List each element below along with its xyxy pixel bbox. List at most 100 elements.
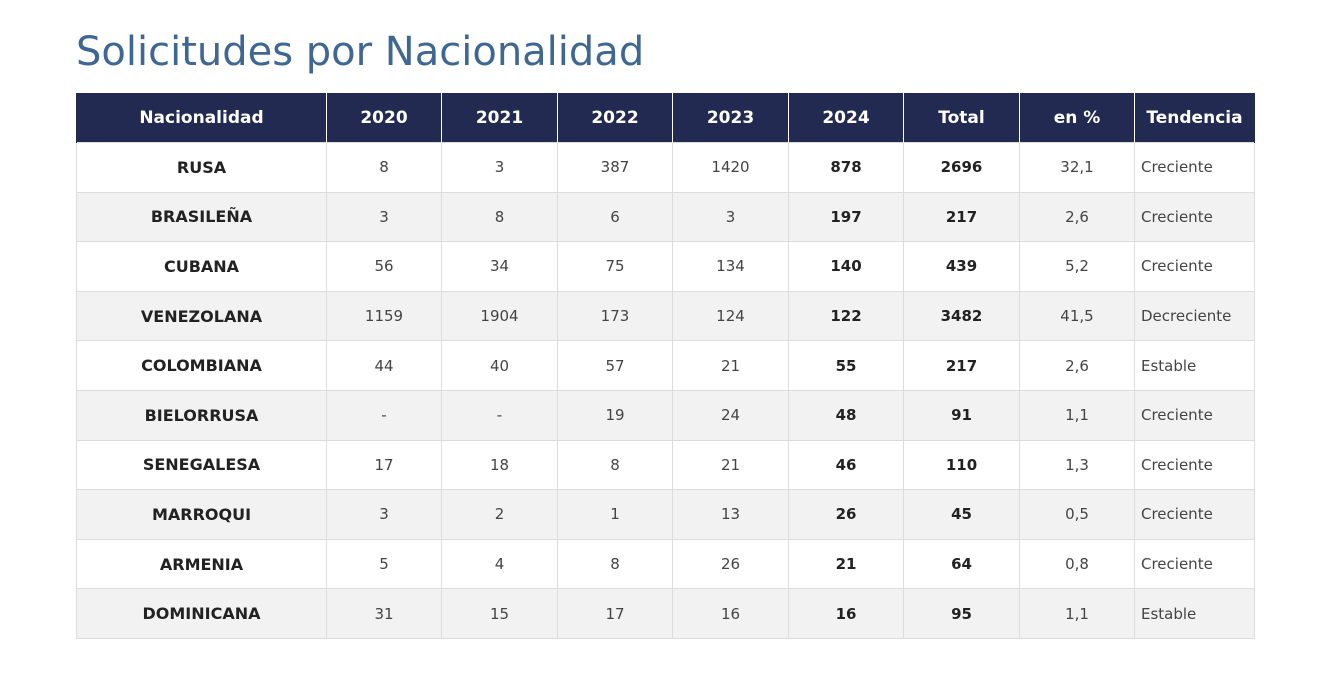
page-title: Solicitudes por Nacionalidad (76, 29, 645, 75)
cell-tendencia: Estable (1134, 588, 1255, 639)
table-body: RUSA 8 3 387 1420 878 2696 32,1 Creciente BRASILE… (76, 142, 1255, 639)
cell-percent: 2,6 (1019, 191, 1135, 243)
cell-2020: 5 (326, 538, 442, 590)
table-row: VENEZOLANA 1159 1904 173 124 122 3482 41,5 Decre… (76, 290, 1255, 342)
cell-2023: 24 (672, 389, 789, 441)
cell-2022: 173 (557, 290, 673, 342)
cell-2021: 2 (441, 489, 558, 540)
cell-2021: 8 (441, 191, 558, 243)
nationality-table: Nacionalidad 2020 2021 2022 2023 2024 To… (76, 93, 1255, 639)
cell-2023: 16 (672, 588, 789, 639)
cell-nacionalidad: VENEZOLANA (76, 290, 327, 342)
header-2021: 2021 (441, 93, 558, 143)
cell-percent: 0,5 (1019, 489, 1135, 540)
cell-total: 64 (903, 538, 1020, 590)
header-2024: 2024 (788, 93, 904, 143)
cell-2024: 26 (788, 489, 904, 540)
header-percent: en % (1019, 93, 1135, 143)
table-row: COLOMBIANA 44 40 57 21 55 217 2,6 Estable (76, 340, 1255, 391)
cell-tendencia: Creciente (1134, 489, 1255, 540)
table-row: SENEGALESA 17 18 8 21 46 110 1,3 Creciente (76, 439, 1255, 491)
cell-total: 439 (903, 241, 1020, 292)
cell-percent: 1,3 (1019, 439, 1135, 491)
cell-2022: 1 (557, 489, 673, 540)
cell-2021: 1904 (441, 290, 558, 342)
table-row: BIELORRUSA - -19 24 48 91 1,1 Creciente (76, 389, 1255, 441)
header-2022: 2022 (557, 93, 673, 143)
cell-tendencia: Decreciente (1134, 290, 1255, 342)
cell-2024: 122 (788, 290, 904, 342)
cell-total: 45 (903, 489, 1020, 540)
cell-2023: 124 (672, 290, 789, 342)
header-nacionalidad: Nacionalidad (76, 93, 327, 143)
cell-2020: 3 (326, 489, 442, 540)
cell-total: 95 (903, 588, 1020, 639)
cell-2020: 1159 (326, 290, 442, 342)
cell-2020: 56 (326, 241, 442, 292)
cell-tendencia: Estable (1134, 340, 1255, 391)
cell-percent: 32,1 (1019, 142, 1135, 193)
cell-2021: 34 (441, 241, 558, 292)
cell-2023: 21 (672, 340, 789, 391)
cell-percent: 1,1 (1019, 588, 1135, 639)
cell-2023: 134 (672, 241, 789, 292)
cell-nacionalidad: BIELORRUSA (76, 389, 327, 441)
cell-tendencia: Creciente (1134, 439, 1255, 491)
cell-tendencia: Creciente (1134, 389, 1255, 441)
cell-2021: 40 (441, 340, 558, 391)
cell-nacionalidad: COLOMBIANA (76, 340, 327, 391)
cell-2022: 57 (557, 340, 673, 391)
cell-total: 217 (903, 191, 1020, 243)
header-2023: 2023 (672, 93, 789, 143)
cell-tendencia: Creciente (1134, 142, 1255, 193)
cell-2020: 3 (326, 191, 442, 243)
cell-2022: 17 (557, 588, 673, 639)
cell-nacionalidad: SENEGALESA (76, 439, 327, 491)
cell-nacionalidad: RUSA (76, 142, 327, 193)
cell-2022: 75 (557, 241, 673, 292)
cell-total: 217 (903, 340, 1020, 391)
header-tendencia: Tendencia (1134, 93, 1255, 143)
cell-2024: 878 (788, 142, 904, 193)
cell-2024: 197 (788, 191, 904, 243)
table-row: RUSA 8 3 387 1420 878 2696 32,1 Creciente (76, 142, 1255, 193)
cell-2024: 48 (788, 389, 904, 441)
cell-2024: 46 (788, 439, 904, 491)
cell-2021: 18 (441, 439, 558, 491)
cell-2020: 31 (326, 588, 442, 639)
cell-nacionalidad: CUBANA (76, 241, 327, 292)
cell-tendencia: Creciente (1134, 538, 1255, 590)
cell-2023: 26 (672, 538, 789, 590)
cell-2021: 3 (441, 142, 558, 193)
cell-2024: 21 (788, 538, 904, 590)
cell-percent: 1,1 (1019, 389, 1135, 441)
cell-total: 110 (903, 439, 1020, 491)
cell-total: 91 (903, 389, 1020, 441)
cell-nacionalidad: MARROQUI (76, 489, 327, 540)
cell-2023: 13 (672, 489, 789, 540)
cell-nacionalidad: BRASILEÑA (76, 191, 327, 243)
cell-total: 2696 (903, 142, 1020, 193)
cell-2020: - (326, 389, 442, 441)
cell-2022: 8 (557, 538, 673, 590)
header-total: Total (903, 93, 1020, 143)
table-row: CUBANA 56 34 75 134 140 439 5,2 Creciente (76, 241, 1255, 292)
cell-nacionalidad: ARMENIA (76, 538, 327, 590)
cell-percent: 41,5 (1019, 290, 1135, 342)
cell-2024: 140 (788, 241, 904, 292)
cell-2022: 6 (557, 191, 673, 243)
header-2020: 2020 (326, 93, 442, 143)
table-row: DOMINICANA 31 15 17 16 16 95 1,1 Estable (76, 588, 1255, 639)
cell-2024: 55 (788, 340, 904, 391)
table-row: BRASILEÑA 3 8 6 3 197 217 2,6 Creciente (76, 191, 1255, 243)
table-header-row: Nacionalidad 2020 2021 2022 2023 2024 To… (76, 93, 1255, 143)
table-row: MARROQUI 3 2 1 13 26 45 0,5 Creciente (76, 489, 1255, 540)
cell-percent: 2,6 (1019, 340, 1135, 391)
cell-2023: 3 (672, 191, 789, 243)
cell-2022: 8 (557, 439, 673, 491)
cell-2022: 19 (557, 389, 673, 441)
cell-2023: 1420 (672, 142, 789, 193)
cell-2023: 21 (672, 439, 789, 491)
cell-total: 3482 (903, 290, 1020, 342)
table-row: ARMENIA 5 4 8 26 21 64 0,8 Creciente (76, 538, 1255, 590)
